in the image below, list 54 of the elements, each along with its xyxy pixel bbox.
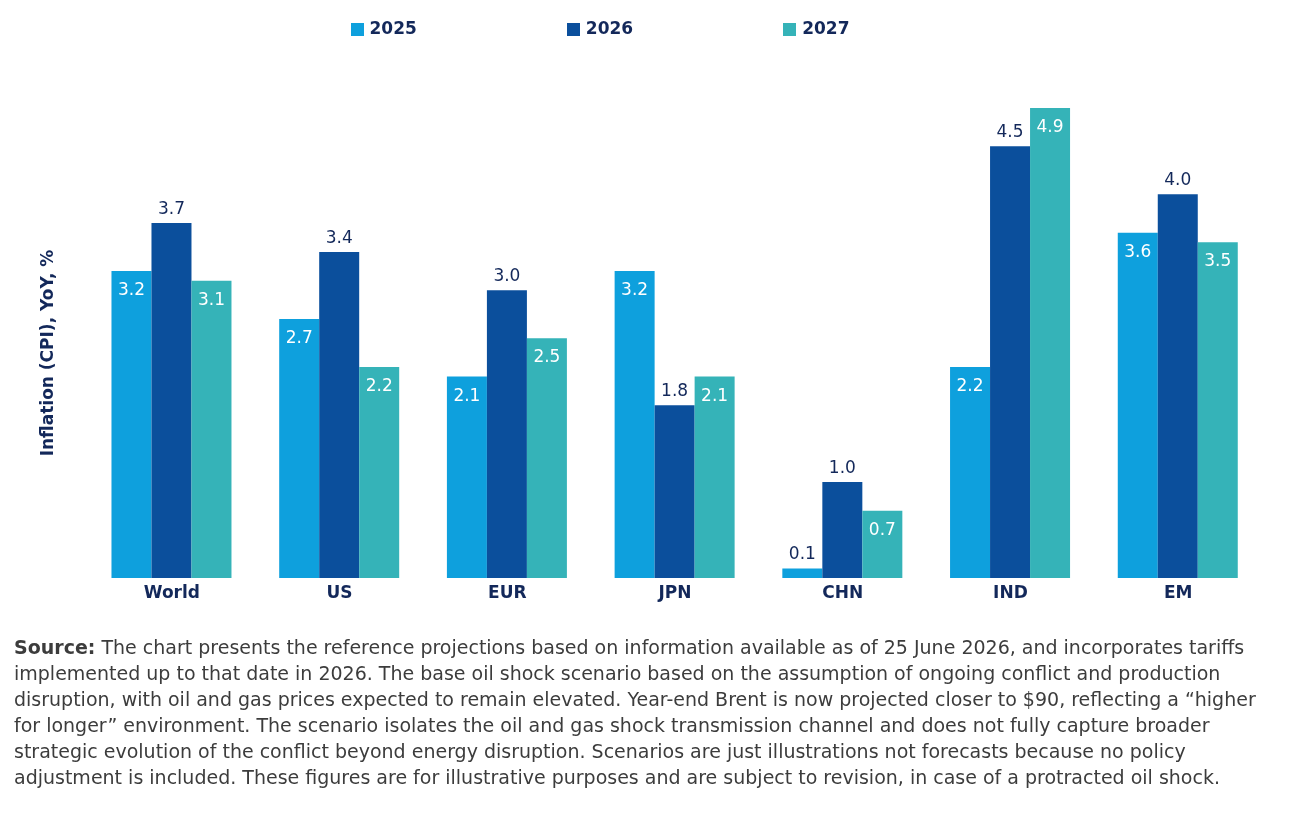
data-label: 2.2 xyxy=(365,374,393,395)
data-label: 1.0 xyxy=(828,457,856,478)
data-label: 3.0 xyxy=(493,265,521,286)
y-axis-title: Inflation (CPI), YoY, % xyxy=(37,249,57,457)
data-label: 0.7 xyxy=(868,518,896,539)
bar xyxy=(1030,108,1071,578)
data-label: 1.8 xyxy=(661,380,689,401)
data-label: 2.5 xyxy=(533,346,561,367)
data-label: 3.5 xyxy=(1204,250,1232,271)
bar xyxy=(614,271,655,578)
x-tick-label: JPN xyxy=(657,582,692,603)
bar xyxy=(950,366,991,578)
bar xyxy=(111,271,152,578)
bar xyxy=(782,568,823,578)
x-tick-label: IND xyxy=(993,582,1028,603)
bar xyxy=(654,405,695,578)
bar xyxy=(486,290,527,578)
data-label: 2.1 xyxy=(453,384,481,405)
x-tick-label: EUR xyxy=(488,582,527,603)
bar xyxy=(359,366,400,578)
legend-label: 2027 xyxy=(802,18,850,38)
source-note: Source: The chart presents the reference projections based on information available as of 25 June 2026, and incorporates tariffs implemented up to that date in 2026. The base oil shock scenario based on the assumption of ongoing conflict and production disruption, with oil and gas prices expected to remain elevated. Year-end Brent is now projected closer to $90, reflecting a “higher for longer” environment. The scenario isolates the oil and gas shock transmission channel and does not fully capture broader strategic evolution of the conflict beyond energy disruption. Scenarios are just illustrations not forecasts because no policy adjustment is included. These figures are for illustrative purposes and are subject to revision, in case of a protracted oil shock. xyxy=(14,635,1257,790)
data-label: 3.1 xyxy=(197,288,225,309)
data-label: 3.4 xyxy=(325,226,353,247)
bar xyxy=(990,146,1031,578)
data-label: 4.5 xyxy=(996,121,1024,142)
x-tick-label: US xyxy=(326,582,353,603)
bar xyxy=(526,338,567,578)
bar xyxy=(1157,194,1198,578)
legend-label: 2026 xyxy=(585,18,634,38)
bar xyxy=(319,251,360,578)
data-label: 2.2 xyxy=(956,374,984,395)
bar xyxy=(822,482,863,578)
x-tick-label: EM xyxy=(1163,582,1193,603)
bar xyxy=(191,280,232,578)
bar xyxy=(279,319,320,578)
data-label: 3.2 xyxy=(117,279,145,300)
bar xyxy=(862,510,903,578)
x-tick-label: World xyxy=(143,582,200,603)
data-label: 3.7 xyxy=(157,198,185,219)
data-label: 2.7 xyxy=(285,327,313,348)
bar xyxy=(151,223,192,578)
data-label: 4.9 xyxy=(1036,116,1064,136)
bar xyxy=(446,376,487,578)
data-label: 4.0 xyxy=(1164,169,1192,190)
bar xyxy=(694,376,735,578)
legend-label: 2025 xyxy=(369,18,417,38)
data-label: 3.6 xyxy=(1124,240,1152,261)
bar xyxy=(1197,242,1238,578)
bar xyxy=(1117,232,1158,578)
x-tick-label: CHN xyxy=(822,582,864,603)
data-label: 3.2 xyxy=(621,279,649,300)
data-label: 2.1 xyxy=(701,384,729,405)
data-label: 0.1 xyxy=(788,543,816,564)
